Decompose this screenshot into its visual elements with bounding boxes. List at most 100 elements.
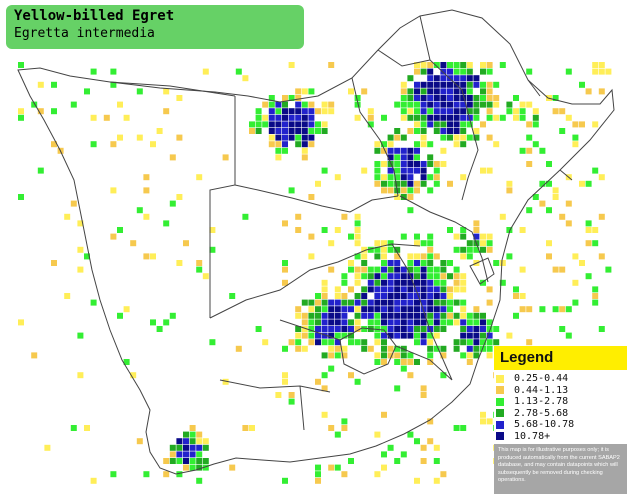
occurrence-cell (572, 121, 579, 128)
occurrence-cell (407, 312, 414, 319)
occurrence-cell (183, 240, 189, 247)
occurrence-cell (420, 266, 427, 273)
occurrence-cell (18, 319, 24, 326)
occurrence-cell (381, 332, 387, 339)
occurrence-cell (486, 114, 493, 121)
occurrence-cell (341, 352, 348, 359)
occurrence-cell (381, 299, 387, 306)
occurrence-cell (480, 279, 486, 286)
occurrence-cell (420, 88, 427, 95)
occurrence-cell (130, 240, 137, 247)
occurrence-cell (361, 167, 368, 174)
occurrence-cell (407, 174, 414, 181)
occurrence-cell (420, 319, 427, 326)
occurrence-cell (519, 108, 526, 115)
occurrence-cell (440, 101, 447, 108)
occurrence-cell (387, 240, 394, 247)
occurrence-cell (387, 161, 394, 167)
occurrence-cell (407, 167, 414, 174)
occurrence-cell (486, 299, 493, 306)
occurrence-cell (275, 141, 282, 148)
occurrence-cell (519, 114, 526, 121)
occurrence-cell (361, 293, 368, 299)
occurrence-cell (381, 240, 387, 247)
occurrence-cell (110, 141, 117, 148)
occurrence-cell (381, 141, 387, 148)
occurrence-cell (354, 233, 361, 240)
occurrence-cell (295, 121, 302, 128)
occurrence-cell (460, 312, 467, 319)
occurrence-cell (315, 180, 321, 187)
occurrence-cell (374, 286, 381, 293)
occurrence-cell (288, 62, 295, 68)
occurrence-cell (585, 227, 592, 233)
occurrence-cell (374, 180, 381, 187)
occurrence-cell (196, 451, 203, 458)
occurrence-cell (486, 352, 493, 359)
occurrence-cell (572, 253, 579, 260)
occurrence-cell (18, 108, 24, 115)
occurrence-cell (440, 95, 447, 101)
legend-disclaimer: This map is for illustrative purposes on… (498, 447, 620, 484)
occurrence-cell (427, 279, 434, 286)
occurrence-cell (414, 108, 420, 115)
occurrence-cell (420, 240, 427, 247)
occurrence-cell (400, 279, 407, 286)
occurrence-cell (427, 273, 434, 280)
occurrence-cell (354, 378, 361, 385)
species-scientific-name: Egretta intermedia (14, 26, 155, 41)
occurrence-cell (427, 75, 434, 82)
occurrence-cell (460, 75, 467, 82)
occurrence-cell (427, 359, 434, 365)
occurrence-cell (539, 147, 546, 154)
occurrence-cell (427, 253, 434, 260)
occurrence-cell (176, 95, 183, 101)
occurrence-cell (387, 286, 394, 293)
occurrence-cell (460, 246, 467, 253)
occurrence-cell (348, 458, 354, 464)
occurrence-cell (301, 154, 308, 161)
occurrence-cell (460, 425, 467, 431)
occurrence-cell (473, 101, 480, 108)
occurrence-cell (229, 464, 236, 471)
occurrence-cell (400, 332, 407, 339)
occurrence-cell (176, 194, 183, 200)
occurrence-cell (473, 81, 480, 88)
occurrence-cell (466, 319, 473, 326)
occurrence-cell (407, 326, 414, 332)
occurrence-cell (407, 260, 414, 266)
legend-classes: 0.25-0.44 0.44-1.13 1.13-2.78 2.78-5.68 … (494, 370, 627, 444)
occurrence-cell (466, 101, 473, 108)
occurrence-cell (321, 108, 328, 115)
occurrence-cell (400, 326, 407, 332)
occurrence-cell (565, 220, 572, 227)
occurrence-cell (341, 345, 348, 352)
occurrence-cell (361, 326, 368, 332)
occurrence-cell (354, 240, 361, 247)
occurrence-cell (150, 253, 156, 260)
occurrence-cell (433, 326, 440, 332)
occurrence-cell (414, 279, 420, 286)
occurrence-cell (466, 326, 473, 332)
occurrence-cell (486, 167, 493, 174)
occurrence-cell (526, 306, 533, 313)
occurrence-cell (90, 477, 97, 484)
occurrence-cell (506, 227, 513, 233)
species-common-name: Yellow-billed Egret (14, 8, 175, 24)
occurrence-cell (420, 128, 427, 134)
occurrence-cell (592, 240, 599, 247)
occurrence-cell (486, 101, 493, 108)
occurrence-cell (394, 128, 401, 134)
occurrence-cell (328, 266, 335, 273)
occurrence-cell (328, 365, 335, 372)
occurrence-cell (51, 141, 57, 148)
occurrence-cell (315, 326, 321, 332)
occurrence-cell (268, 121, 275, 128)
occurrence-cell (407, 306, 414, 313)
occurrence-cell (275, 114, 282, 121)
occurrence-cell (460, 319, 467, 326)
occurrence-cell (189, 444, 196, 451)
occurrence-cell (202, 464, 209, 471)
occurrence-cell (394, 266, 401, 273)
occurrence-cell (367, 266, 374, 273)
